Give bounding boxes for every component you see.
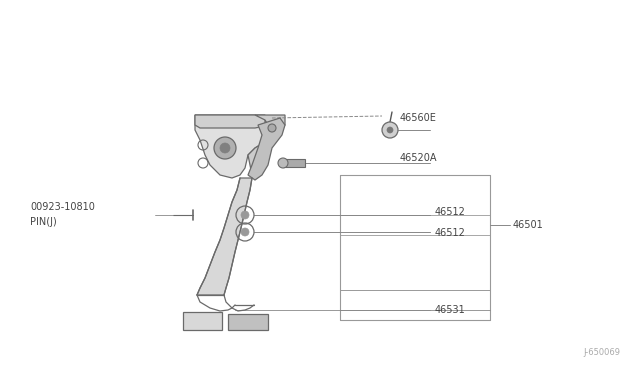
Text: 46531: 46531 [435,305,466,315]
Text: 46512: 46512 [435,207,466,217]
Circle shape [387,127,393,133]
Polygon shape [183,312,222,330]
Circle shape [268,124,276,132]
Text: 46560E: 46560E [400,113,437,123]
Polygon shape [195,115,270,178]
Polygon shape [283,159,305,167]
Polygon shape [195,115,265,128]
Polygon shape [248,118,285,180]
Circle shape [278,158,288,168]
Polygon shape [197,178,252,295]
Text: 46520A: 46520A [400,153,438,163]
Circle shape [220,143,230,153]
Circle shape [241,228,249,236]
Text: 46512: 46512 [435,228,466,238]
Text: J-650069: J-650069 [583,348,620,357]
Text: PIN(J): PIN(J) [30,217,57,227]
Circle shape [241,211,249,219]
Circle shape [382,122,398,138]
Circle shape [214,137,236,159]
Text: 00923-10810: 00923-10810 [30,202,95,212]
Polygon shape [248,115,285,175]
Text: 46501: 46501 [513,220,544,230]
Polygon shape [228,314,268,330]
